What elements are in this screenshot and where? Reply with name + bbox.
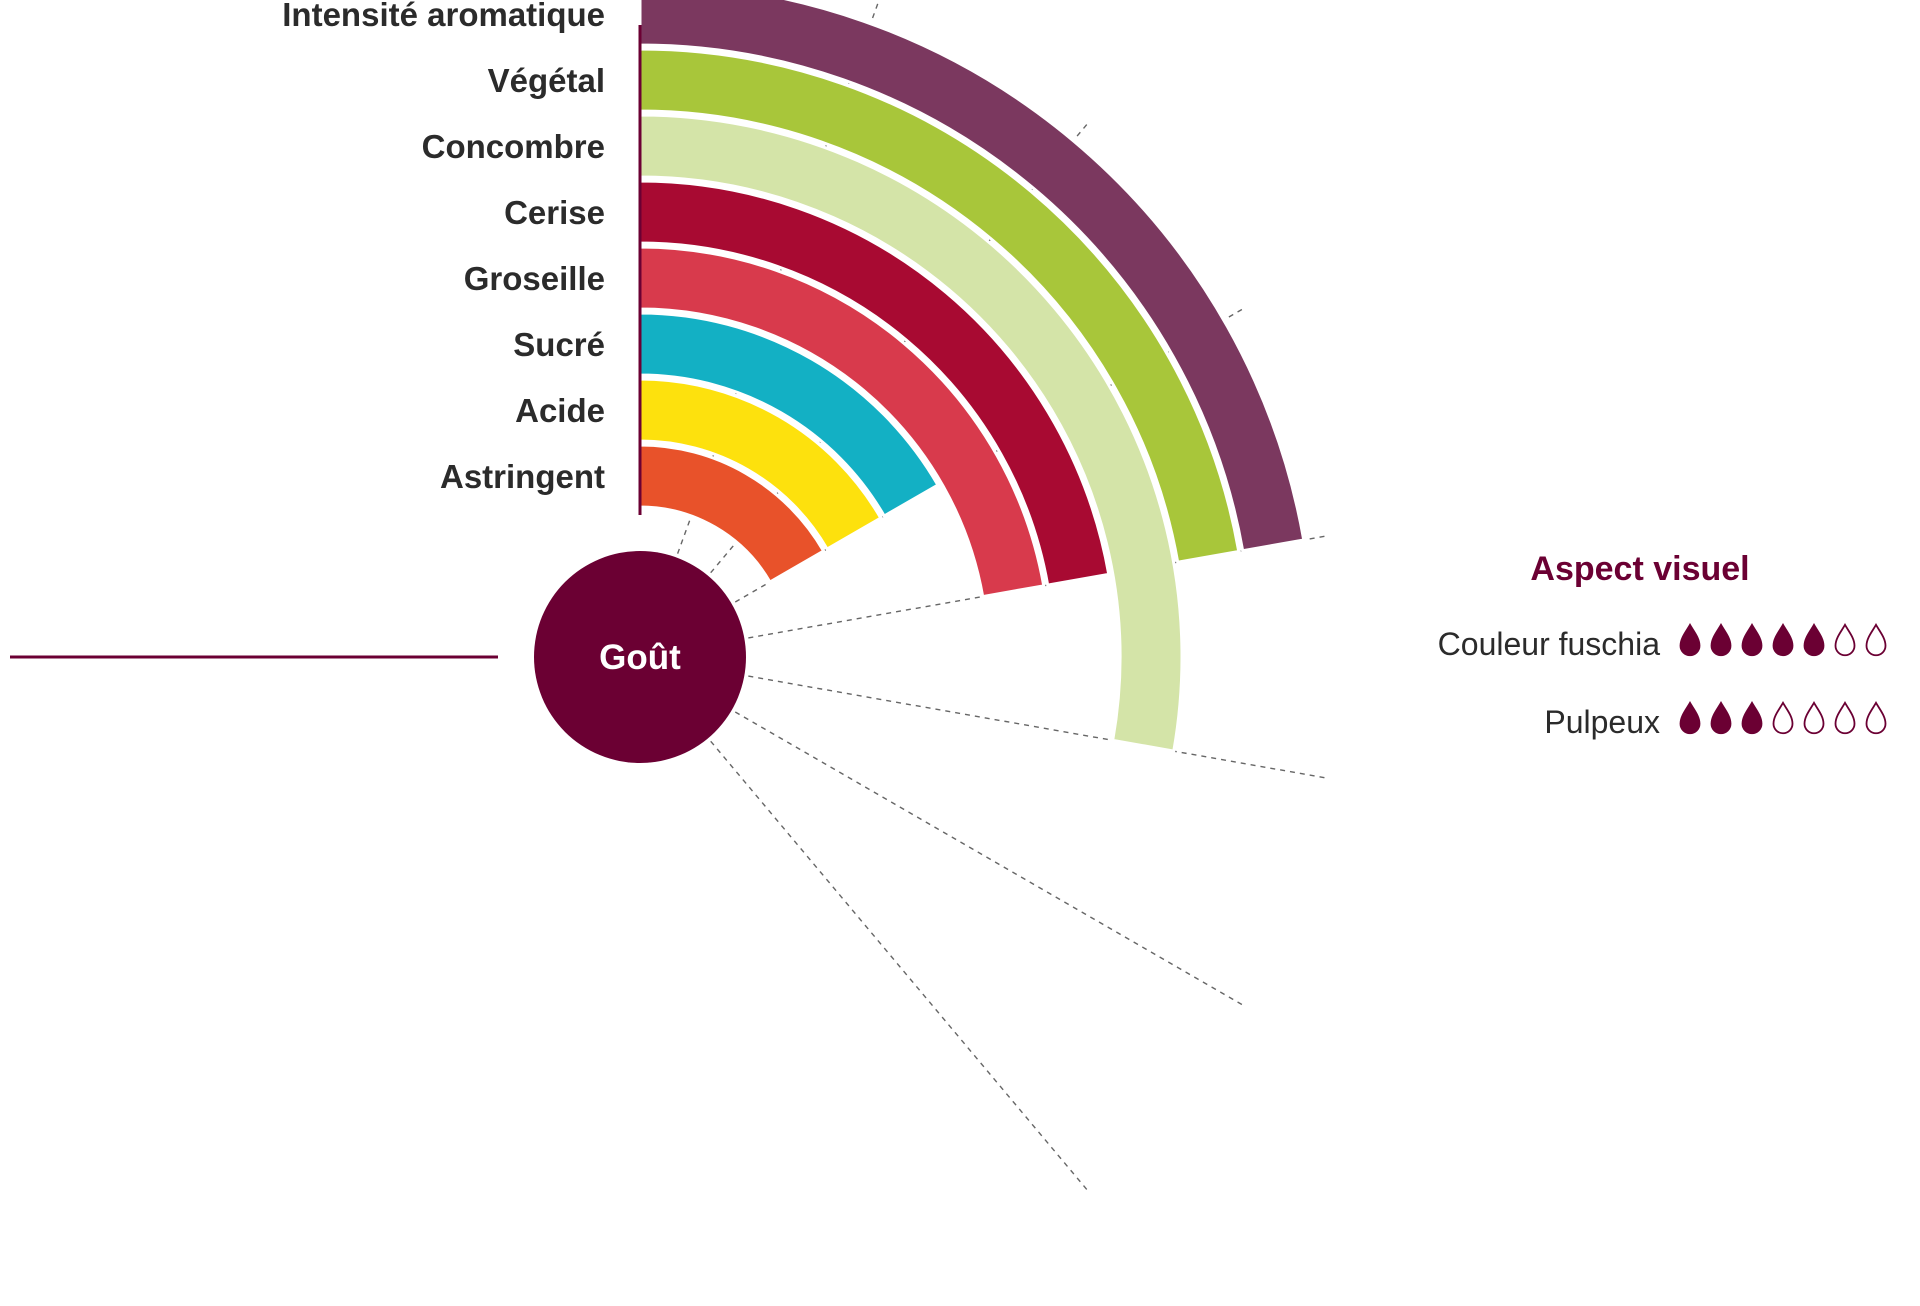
drop-filled-icon (1803, 623, 1825, 657)
axis-label: Cerise (504, 194, 605, 231)
axis-label: Sucré (513, 326, 605, 363)
drop-empty-icon (1865, 701, 1887, 735)
drop-filled-icon (1741, 701, 1763, 735)
aspect-visuel-label: Couleur fuschia (1438, 626, 1661, 662)
arc-bar-concombre (638, 113, 1184, 753)
arc-bars (638, 0, 1306, 753)
drop-filled-icon (1772, 623, 1794, 657)
axis-label: Groseille (464, 260, 605, 297)
arc-bar-intensit-aromatique (638, 0, 1306, 553)
drop-filled-icon (1710, 701, 1732, 735)
drop-empty-icon (1772, 701, 1794, 735)
aspect-visuel-label: Pulpeux (1544, 704, 1660, 740)
drop-filled-icon (1741, 623, 1763, 657)
drop-empty-icon (1834, 701, 1856, 735)
arc-bar-v-g-tal (638, 47, 1241, 564)
center-label: Goût (599, 638, 681, 677)
aspect-visuel-title: Aspect visuel (1530, 550, 1749, 588)
guide-line (708, 696, 1247, 1008)
axis-label: Intensité aromatique (282, 0, 605, 33)
axis-label: Astringent (440, 458, 605, 495)
arc-bar-sucr- (638, 311, 940, 519)
arc-bar-astringent (638, 443, 826, 585)
axis-label: Concombre (422, 128, 605, 165)
axis-labels: Astringent Acide Sucré Groseille Cerise Conco… (282, 0, 605, 495)
guide-line (690, 717, 1091, 1194)
drop-filled-icon (1679, 701, 1701, 735)
axis-label: Acide (515, 392, 605, 429)
arc-bar-cerise (638, 179, 1111, 587)
drop-filled-icon (1679, 623, 1701, 657)
arc-bar-acide (638, 377, 883, 552)
aspect-visuel-ratings: Couleur fuschia Pulpeux (1438, 623, 1887, 740)
drop-empty-icon (1803, 701, 1825, 735)
guide-line (718, 670, 1330, 780)
center-circle (534, 551, 746, 763)
drop-empty-icon (1865, 623, 1887, 657)
axis-label: Végétal (488, 62, 605, 99)
drop-filled-icon (1710, 623, 1732, 657)
drop-empty-icon (1834, 623, 1856, 657)
arc-bar-groseille (638, 245, 1046, 599)
